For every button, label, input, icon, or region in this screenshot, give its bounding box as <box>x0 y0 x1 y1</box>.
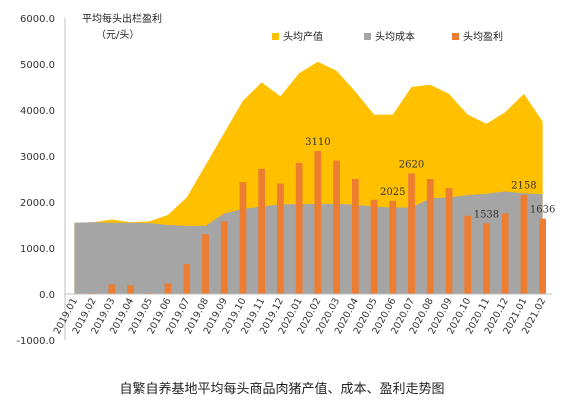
legend-label: 头均成本 <box>375 30 415 43</box>
bar-2020.10 <box>464 215 472 294</box>
bar-2020.12 <box>501 213 509 294</box>
x-tick-labels: 2019.012019.022019.032019.042019.052019.… <box>52 296 548 336</box>
legend-label: 头均产值 <box>283 30 323 43</box>
bar-2019.07 <box>183 264 191 294</box>
bar-2019.03 <box>108 284 116 294</box>
y-tick-label: -1000.0 <box>16 336 55 347</box>
chart-canvas: -1000.0 0.0 1000.0 2000.0 3000.0 4000.0 5000.0… <box>16 12 555 347</box>
y-tick-label: 4000.0 <box>20 106 55 117</box>
bar-2020.07 <box>408 173 415 294</box>
bar-2020.02 <box>314 150 322 294</box>
bar-2021.01 <box>520 194 528 294</box>
bar-2019.08 <box>202 234 209 294</box>
y-tick-label: 3000.0 <box>20 152 55 163</box>
bar-2019.10 <box>239 182 247 294</box>
axes-layer <box>64 18 552 340</box>
data-label: 1636 <box>530 205 555 216</box>
legend-swatch <box>272 33 279 40</box>
y-axis-label: 平均每头出栏盈利 <box>82 12 162 25</box>
bar-2020.05 <box>370 199 378 294</box>
data-label: 2025 <box>380 187 405 198</box>
bar-2020.04 <box>351 179 359 294</box>
bar-2020.06 <box>389 200 397 294</box>
legend-swatch <box>364 33 371 40</box>
bar-2020.03 <box>333 160 340 294</box>
bar-layer <box>70 150 547 295</box>
bar-2020.11 <box>483 223 490 294</box>
bar-2020.08 <box>426 179 434 294</box>
y-tick-label: 2000.0 <box>20 198 55 209</box>
legend-label: 头均盈利 <box>463 31 503 43</box>
data-label: 2158 <box>511 181 536 192</box>
legend-swatch <box>452 33 459 40</box>
y-tick-label: 0.0 <box>39 290 55 301</box>
figure-caption: 自繁自养基地平均每头商品肉猪产值、成本、盈利走势图 <box>119 382 445 397</box>
data-labels: 3110 2025 2620 1538 2158 1636 <box>305 137 555 220</box>
bar-2019.06 <box>164 283 172 294</box>
bar-2019.04 <box>127 285 134 294</box>
bar-2019.12 <box>277 183 284 294</box>
y-tick-label: 1000.0 <box>20 244 55 255</box>
bar-2020.09 <box>445 188 453 294</box>
legend: 头均产值 头均成本 头均盈利 <box>272 30 503 43</box>
bar-2019.11 <box>258 168 266 294</box>
data-label: 3110 <box>305 137 330 148</box>
bar-2019.09 <box>220 221 228 294</box>
bar-2021.02 <box>539 218 547 294</box>
data-label: 1538 <box>474 209 499 220</box>
area-头均成本 <box>74 191 543 294</box>
y-axis-unit: （元/头） <box>96 29 139 41</box>
bar-2020.01 <box>295 162 303 294</box>
y-tick-labels: -1000.0 0.0 1000.0 2000.0 3000.0 4000.0 5000.0… <box>16 14 55 347</box>
area-layer <box>74 61 543 295</box>
y-axis-title: 平均每头出栏盈利 （元/头） <box>82 12 162 41</box>
data-label: 2620 <box>399 159 424 170</box>
y-tick-label: 6000.0 <box>20 14 55 25</box>
y-tick-label: 5000.0 <box>20 60 55 71</box>
